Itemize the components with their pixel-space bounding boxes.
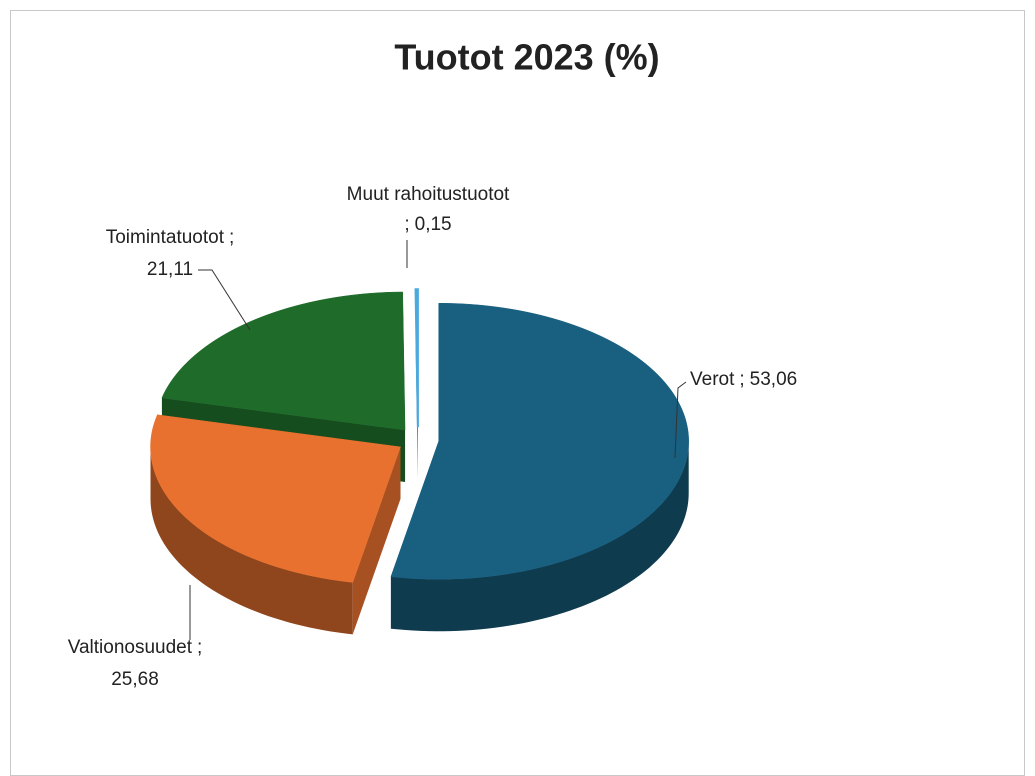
leader-line (674, 381, 687, 459)
leader-line (198, 269, 251, 331)
data-label-part: Toimintatuotot (106, 227, 225, 248)
data-label-part: ; (229, 227, 234, 248)
data-label: Toimintatuotot; (106, 227, 235, 248)
data-label-part: ; (197, 637, 202, 658)
pie-slice (150, 414, 401, 635)
slice-top (150, 414, 401, 583)
pie-slice (390, 302, 689, 632)
data-label-part: Muut rahoitustuotot (347, 184, 510, 205)
data-label-part: Valtionosuudet (68, 637, 193, 658)
data-label: Verot; 53,06 (690, 369, 797, 390)
data-label-part: ; (739, 369, 744, 390)
data-label: 21,11 (147, 259, 193, 280)
data-label: 25,68 (111, 669, 159, 690)
data-label-part: 21,11 (147, 259, 193, 280)
data-label-part: ; (404, 214, 409, 235)
chart-title: Tuotot 2023 (%) (394, 37, 659, 78)
slice-top (414, 288, 419, 428)
slice-top (161, 291, 406, 431)
data-label-part: Verot (690, 369, 735, 390)
slice-wall (150, 446, 353, 635)
data-label: ; 0,15 (404, 214, 451, 235)
data-label-part: 25,68 (111, 669, 159, 690)
data-label: Muut rahoitustuotot (347, 184, 510, 205)
data-label-part: 53,06 (750, 369, 798, 390)
data-label: Valtionosuudet; (68, 637, 203, 658)
slice-wall (390, 441, 689, 632)
data-label-part: 0,15 (415, 214, 452, 235)
slice-top (390, 302, 689, 580)
pie-slice (414, 288, 419, 480)
